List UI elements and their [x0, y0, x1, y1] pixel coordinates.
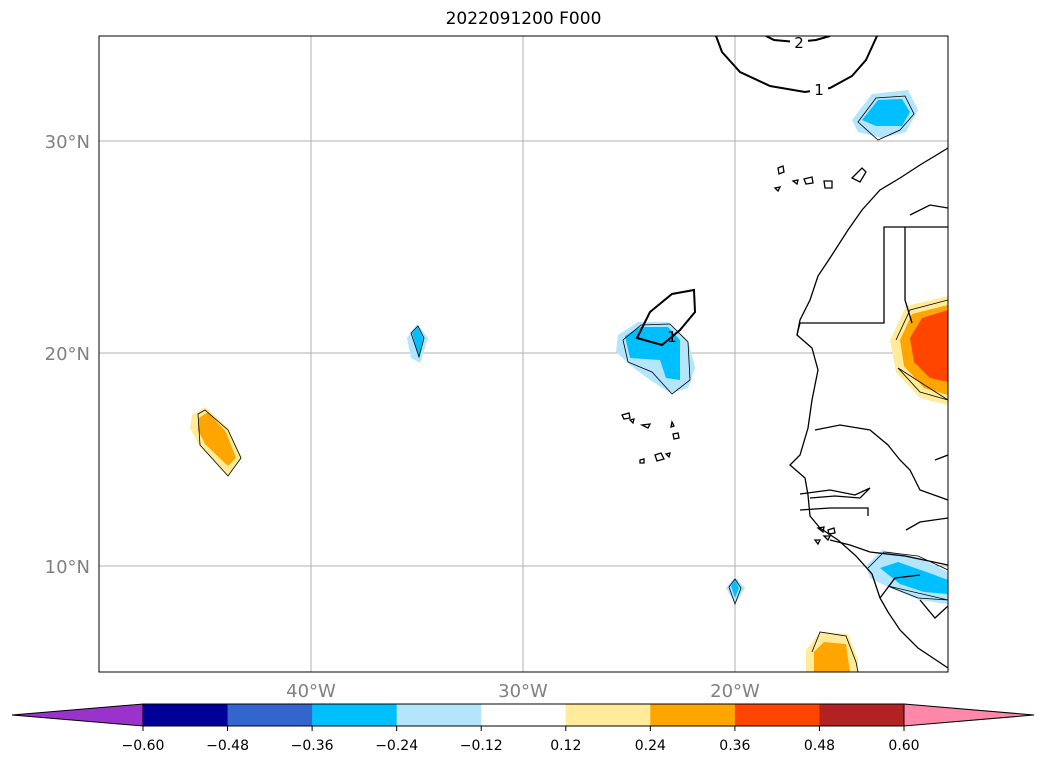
lon-label-20w: 20°W: [710, 681, 760, 702]
colorbar-bin: [312, 704, 398, 726]
colorbar-tick-label: −0.24: [375, 738, 418, 754]
colorbar-tick-label: −0.12: [460, 738, 503, 754]
colorbar-tick-label: −0.36: [291, 738, 334, 754]
positive-anomaly-mid: [198, 412, 236, 466]
colorbar-tick-label: 0.24: [635, 738, 666, 754]
contour-label-1-central: 1: [667, 328, 677, 346]
colorbar-bin: [819, 704, 905, 726]
colorbar: −0.60 −0.48 −0.36 −0.24 −0.12 0.12 0.24 0.36 0.4…: [11, 703, 1035, 754]
lon-label-40w: 40°W: [286, 681, 336, 702]
lat-label-20n: 20°N: [45, 344, 90, 365]
map-frame: [98, 35, 949, 673]
contour-label-2: 2: [794, 34, 804, 52]
lat-label-10n: 10°N: [45, 557, 90, 578]
map-content: [99, 36, 948, 672]
colorbar-bin: [650, 704, 736, 726]
colorbar-bin: [227, 704, 313, 726]
colorbar-tick-label: 0.36: [719, 738, 750, 754]
colorbar-bin: [481, 704, 567, 726]
colorbar-tick-label: 0.60: [888, 738, 919, 754]
colorbar-extend-high: [903, 703, 1035, 727]
lat-label-30n: 30°N: [45, 132, 90, 153]
colorbar-outline: [142, 703, 905, 727]
colorbar-tick-label: −0.60: [122, 738, 165, 754]
colorbar-bin: [143, 704, 229, 726]
map-title: 2022091200 F000: [445, 9, 602, 29]
colorbar-extend-low: [11, 703, 144, 727]
contour-1-central: [635, 288, 697, 347]
colorbar-tick-label: 0.48: [804, 738, 835, 754]
colorbar-bin: [734, 704, 820, 726]
colorbar-bin: [565, 704, 651, 726]
colorbar-tick-label: 0.12: [550, 738, 581, 754]
gridlines: [99, 36, 948, 672]
colorbar-bin: [396, 704, 482, 726]
contour-label-1-north: 1: [814, 81, 824, 99]
shaded-field: [190, 90, 948, 672]
coastline: [621, 147, 948, 669]
colorbar-tick-label: −0.48: [206, 738, 249, 754]
contour-1-north: [715, 36, 878, 94]
lon-label-30w: 30°W: [498, 681, 548, 702]
